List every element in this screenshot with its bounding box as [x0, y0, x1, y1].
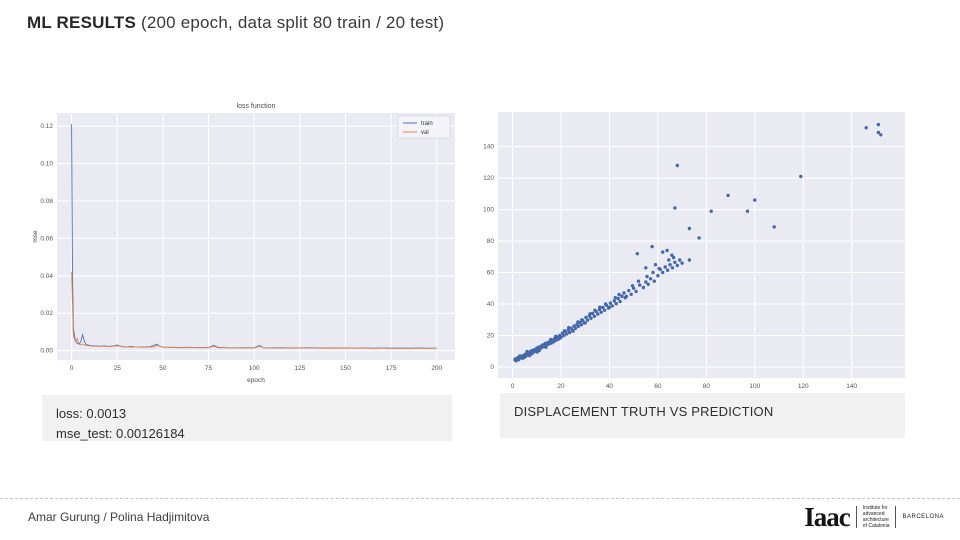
logo-divider	[855, 506, 857, 528]
page-title: ML RESULTS (200 epoch, data split 80 tra…	[27, 13, 444, 33]
svg-text:25: 25	[114, 365, 122, 372]
iaac-logo: Iaac Institute for advanced architecture…	[804, 502, 944, 532]
svg-text:75: 75	[205, 365, 213, 372]
svg-text:0: 0	[70, 365, 74, 372]
svg-text:mse: mse	[32, 230, 39, 243]
scatter-caption-box: DISPLACEMENT TRUTH VS PREDICTION	[500, 393, 905, 438]
svg-text:125: 125	[294, 365, 305, 372]
svg-text:0: 0	[490, 364, 494, 371]
svg-text:60: 60	[487, 270, 495, 277]
svg-text:0.04: 0.04	[40, 273, 53, 280]
svg-text:40: 40	[606, 383, 614, 390]
title-bold: ML RESULTS	[27, 13, 137, 32]
svg-text:80: 80	[487, 238, 495, 245]
scatter-chart: 0 20 40 60 80 100 120 140 0 20 40 60 80 100 120 140	[483, 112, 905, 390]
logo-city-label: BARCELONA	[902, 514, 944, 520]
iaac-logo-subtext: Institute for advanced architecture of C…	[863, 505, 890, 529]
svg-text:100: 100	[749, 383, 760, 390]
authors: Amar Gurung / Polina Hadjimitova	[28, 510, 210, 524]
svg-text:140: 140	[846, 383, 857, 390]
loss-caption-box: loss: 0.0013 mse_test: 0.00126184	[42, 395, 452, 441]
svg-text:175: 175	[386, 365, 397, 372]
svg-text:120: 120	[798, 383, 809, 390]
scatter-caption: DISPLACEMENT TRUTH VS PREDICTION	[514, 404, 774, 419]
loss-chart-figure: 0 25 50 75 100 125 150 175 200 0.00 0.02 0.04 0.06 0.…	[30, 95, 460, 390]
logo-sub-line: architecture	[862, 517, 889, 523]
svg-text:0.02: 0.02	[40, 310, 53, 317]
svg-text:100: 100	[249, 365, 260, 372]
iaac-logo-wordmark: Iaac	[804, 502, 850, 532]
logo-sub-line: of Catalonia	[862, 523, 890, 529]
loss-chart: 0 25 50 75 100 125 150 175 200 0.00 0.02 0.04 0.06 0.…	[32, 103, 455, 384]
svg-text:0.10: 0.10	[40, 161, 53, 168]
title-subtitle: (200 epoch, data split 80 train / 20 tes…	[136, 13, 445, 32]
logo-sub-line: Institute for	[862, 505, 888, 511]
svg-text:40: 40	[487, 301, 495, 308]
footer: Amar Gurung / Polina Hadjimitova Iaac In…	[0, 498, 960, 540]
svg-text:150: 150	[340, 365, 351, 372]
svg-text:20: 20	[557, 383, 565, 390]
svg-text:140: 140	[483, 144, 494, 151]
svg-text:epoch: epoch	[247, 377, 265, 384]
svg-text:20: 20	[487, 333, 495, 340]
svg-text:0.08: 0.08	[40, 198, 53, 205]
svg-text:0.12: 0.12	[40, 123, 53, 130]
svg-text:val: val	[421, 130, 429, 136]
logo-sub-line: advanced	[862, 511, 885, 517]
scatter-chart-figure: 0 20 40 60 80 100 120 140 0 20 40 60 80 100 120 140	[470, 100, 915, 390]
svg-text:200: 200	[431, 365, 442, 372]
svg-text:train: train	[421, 121, 433, 127]
svg-text:120: 120	[483, 175, 494, 182]
svg-text:loss function: loss function	[237, 103, 276, 110]
logo-divider	[895, 506, 897, 528]
loss-value: loss: 0.0013	[56, 406, 127, 421]
svg-text:80: 80	[703, 383, 711, 390]
svg-text:60: 60	[654, 383, 662, 390]
svg-text:50: 50	[159, 365, 167, 372]
svg-text:0.06: 0.06	[40, 235, 53, 242]
mse-test-value: mse_test: 0.00126184	[56, 425, 185, 441]
svg-text:0: 0	[511, 383, 515, 390]
svg-text:100: 100	[483, 207, 494, 214]
svg-text:0.00: 0.00	[40, 348, 53, 355]
